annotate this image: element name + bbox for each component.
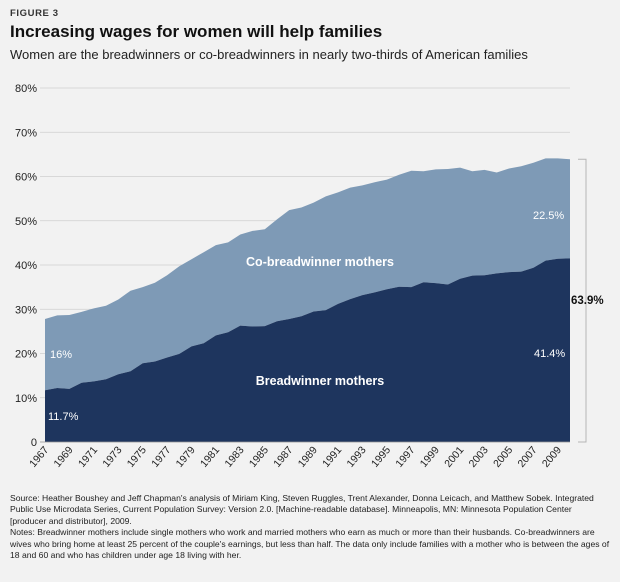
x-tick-label: 1983 [222, 444, 246, 470]
area-breadwinner-mothers [45, 258, 570, 442]
source-text: Source: Heather Boushey and Jeff Chapman… [10, 493, 594, 526]
x-tick-label: 1997 [393, 444, 417, 470]
figure-label: FIGURE 3 [10, 8, 59, 19]
label-breadwinner-start: 11.7% [48, 411, 79, 423]
series-label-breadwinner: Breadwinner mothers [256, 374, 385, 388]
x-tick-label: 2009 [540, 444, 564, 470]
y-axis: 0 10% 20% 30% 40% 50% 60% 70% 80% [15, 83, 37, 449]
x-tick-label: 2001 [442, 444, 466, 470]
x-tick-label: 2003 [467, 444, 491, 470]
x-tick-label: 2005 [491, 444, 515, 470]
chart-title: Increasing wages for women will help fam… [10, 22, 383, 41]
y-tick-label: 30% [15, 304, 37, 316]
total-bracket [578, 158, 587, 443]
x-tick-label: 2007 [515, 444, 539, 470]
area-co-breadwinner-mothers [45, 158, 570, 391]
x-tick-label: 1995 [369, 444, 393, 470]
x-tick-label: 1981 [198, 444, 222, 470]
y-tick-label: 70% [15, 127, 37, 139]
x-tick-label: 1987 [271, 444, 295, 470]
chart-subtitle: Women are the breadwinners or co-breadwi… [10, 47, 528, 62]
label-co-breadwinner-start: 16% [50, 349, 72, 361]
source-notes: Source: Heather Boushey and Jeff Chapman… [10, 493, 610, 561]
series-label-co-breadwinner: Co-breadwinner mothers [246, 255, 394, 269]
y-tick-label: 60% [15, 172, 37, 184]
x-tick-label: 1977 [149, 444, 173, 470]
notes-text: Notes: Breadwinner mothers include singl… [10, 527, 610, 561]
y-tick-label: 40% [15, 260, 37, 272]
label-total-end: 63.9% [571, 295, 604, 307]
x-tick-label: 1989 [296, 444, 320, 470]
chart-areas [40, 158, 570, 443]
label-breadwinner-end: 41.4% [534, 348, 565, 360]
x-tick-label: 1973 [100, 444, 124, 470]
x-tick-label: 1975 [125, 444, 149, 470]
x-tick-label: 1985 [247, 444, 271, 470]
x-tick-label: 1999 [418, 444, 442, 470]
y-tick-label: 20% [15, 349, 37, 361]
x-tick-label: 1993 [345, 444, 369, 470]
y-tick-label: 50% [15, 216, 37, 228]
x-tick-label: 1971 [76, 444, 100, 470]
y-tick-label: 80% [15, 83, 37, 95]
x-tick-label: 1979 [174, 444, 198, 470]
x-tick-label: 1969 [52, 444, 76, 470]
y-tick-label: 10% [15, 393, 37, 405]
total-bracket-line [578, 158, 587, 443]
x-axis: 1967 1969 1971 1973 1975 1977 1979 1981 1983 1985… [27, 444, 564, 470]
y-tick-label: 0 [31, 437, 37, 449]
area-chart: 0 10% 20% 30% 40% 50% 60% 70% 80% 1967 1969 1971 19… [15, 83, 604, 470]
x-tick-label: 1991 [320, 444, 344, 470]
label-co-breadwinner-end: 22.5% [533, 210, 564, 222]
